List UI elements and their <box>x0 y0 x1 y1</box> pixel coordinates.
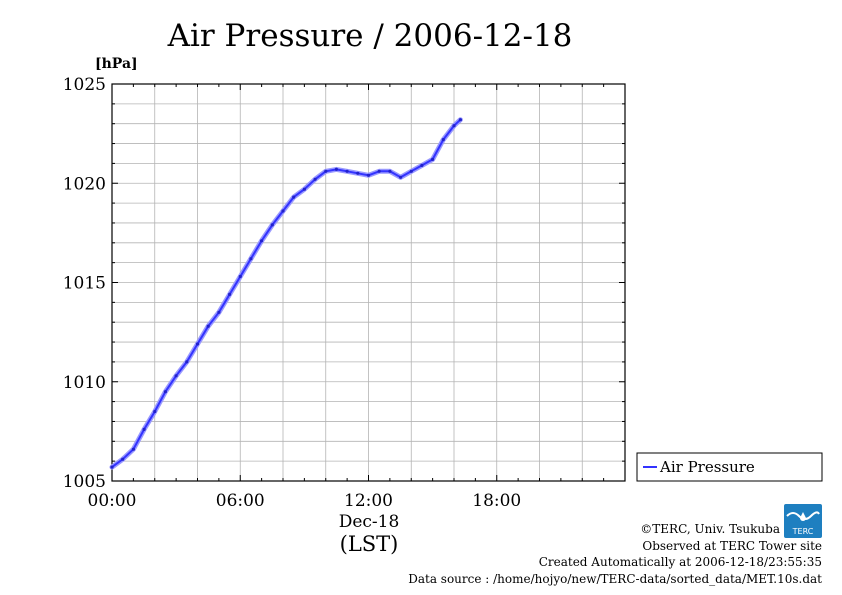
footer-copyright: ©TERC, Univ. Tsukuba <box>640 522 780 536</box>
data-point <box>458 118 462 122</box>
x-tick-label: 00:00 <box>88 491 137 511</box>
data-point <box>195 342 200 346</box>
data-point <box>345 169 349 173</box>
x-axis-date-label: Dec-18 <box>339 512 400 532</box>
footer-source: Data source : /home/hojyo/new/TERC-data/… <box>408 572 822 586</box>
data-point <box>174 374 178 378</box>
droplet-icon <box>800 512 806 521</box>
logo-text: TERC <box>792 527 814 536</box>
plot-grid <box>112 84 625 481</box>
data-point <box>356 171 360 175</box>
chart-title: Air Pressure / 2006-12-18 <box>167 18 573 54</box>
data-point <box>302 187 306 191</box>
data-point <box>142 427 146 431</box>
y-tick-label: 1015 <box>63 274 106 294</box>
data-point <box>238 274 242 279</box>
data-point <box>441 138 445 142</box>
data-point <box>228 292 232 296</box>
data-point <box>292 195 296 199</box>
data-point <box>281 209 285 213</box>
y-tick-label: 1020 <box>63 174 106 194</box>
data-point <box>377 169 381 173</box>
data-point <box>110 465 114 469</box>
series-group <box>109 117 463 470</box>
y-axis-ticks: 1005 1010 1015 1020 1025 <box>63 75 625 492</box>
data-point <box>366 173 371 177</box>
data-point <box>399 175 403 179</box>
series-line-air-pressure <box>111 118 462 468</box>
y-tick-label: 1005 <box>63 472 106 492</box>
legend-box <box>636 452 823 482</box>
data-point <box>121 457 125 461</box>
data-point <box>270 223 274 227</box>
footer-observed: Observed at TERC Tower site <box>642 539 822 553</box>
y-tick-label: 1025 <box>63 75 106 95</box>
footer-created: Created Automatically at 2006-12-18/23:5… <box>539 555 822 569</box>
data-point <box>153 409 157 414</box>
y-tick-label: 1010 <box>63 373 106 393</box>
x-axis-label: (LST) <box>340 532 399 556</box>
data-point <box>313 177 317 181</box>
data-point <box>217 310 221 314</box>
data-point <box>431 157 435 161</box>
x-axis-ticks: 00:00 06:00 12:00 18:00 <box>88 84 626 511</box>
data-point <box>452 124 456 128</box>
legend: Air Pressure <box>636 452 823 482</box>
x-tick-label: 06:00 <box>216 491 265 511</box>
data-point <box>324 169 328 173</box>
data-point <box>334 167 338 171</box>
data-point <box>388 169 392 173</box>
x-tick-label: 18:00 <box>472 491 521 511</box>
x-tick-label: 12:00 <box>344 491 393 511</box>
data-point <box>185 360 189 364</box>
terc-logo: TERC <box>784 504 822 538</box>
series-line-halo <box>109 117 463 470</box>
legend-label: Air Pressure <box>659 458 755 476</box>
data-point <box>409 169 413 173</box>
data-point <box>260 239 264 243</box>
y-axis-unit-label: [hPa] <box>95 56 138 72</box>
data-point <box>163 390 167 394</box>
data-point <box>206 324 210 328</box>
data-point <box>249 257 253 261</box>
data-point <box>420 163 424 167</box>
data-point <box>131 447 135 451</box>
